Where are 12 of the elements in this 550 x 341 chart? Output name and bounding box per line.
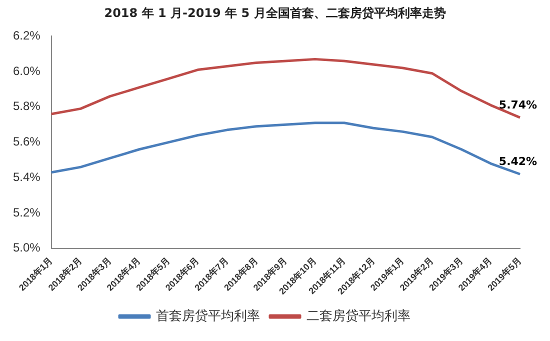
y-tick-label: 5.4% [12,170,41,184]
chart-title: 2018 年 1 月-2019 年 5 月全国首套、二套房贷平均利率走势 [103,5,447,22]
data-label: 5.74% [498,98,538,112]
y-tick-label: 5.8% [12,99,41,114]
data-label: 5.42% [498,154,538,168]
y-tick-label: 6.2% [12,28,41,43]
y-tick-label: 5.6% [12,134,41,149]
legend-label: 二套房贷平均利率 [306,308,410,324]
y-tick-label: 5.0% [12,240,41,255]
y-tick-label: 5.2% [12,205,41,220]
y-tick-label: 6.0% [12,64,41,78]
legend-label: 首套房贷平均利率 [156,308,260,324]
